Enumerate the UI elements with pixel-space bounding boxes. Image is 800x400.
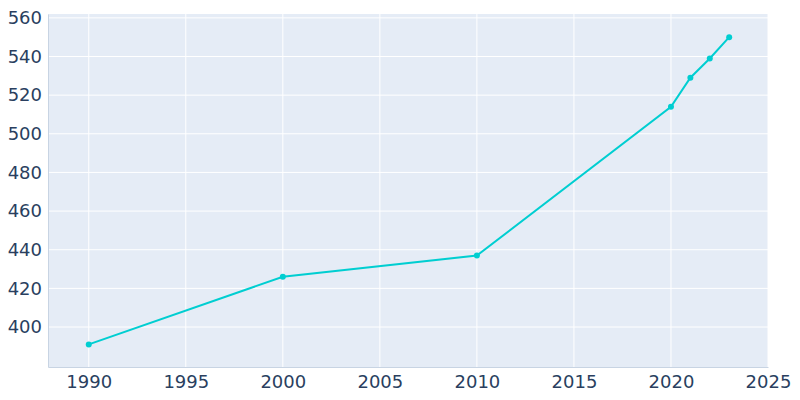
axis-line [48, 15, 49, 368]
y-grid-line [48, 249, 768, 250]
tick-label: 440 [8, 239, 42, 260]
x-grid-line [379, 14, 380, 367]
tick-label: 2005 [357, 371, 403, 392]
tick: 440 [8, 239, 48, 260]
tick-label: 2000 [260, 371, 306, 392]
marker [707, 55, 713, 61]
tick-label: 480 [8, 162, 42, 183]
marker [668, 104, 674, 110]
y-axis: 400 420 440 460 480 500 520 540 560 [8, 7, 49, 367]
y-grid-line [48, 95, 768, 96]
marker [86, 341, 92, 347]
x-grid-line [185, 14, 186, 367]
tick: 520 [8, 84, 48, 105]
tick-label: 520 [8, 84, 42, 105]
x-grid-line [88, 14, 89, 367]
tick: 560 [8, 7, 48, 28]
marker [726, 34, 732, 40]
tick: 460 [8, 200, 48, 221]
y-grid-line [48, 172, 768, 173]
x-grid-line [282, 14, 283, 367]
marker [687, 75, 693, 81]
tick-label: 460 [8, 200, 42, 221]
tick: 2015 [552, 367, 598, 392]
x-grid-line [476, 14, 477, 367]
tick: 2025 [746, 367, 792, 392]
axis-line [49, 367, 769, 368]
tick-label: 500 [8, 123, 42, 144]
plot-background [48, 14, 768, 367]
series [86, 34, 732, 347]
plot: 1990 1995 2000 2005 2010 2015 2020 2025 400 420 44… [8, 7, 792, 392]
tick: 1990 [66, 367, 112, 392]
tick: 2000 [260, 367, 306, 392]
tick-label: 2025 [746, 371, 792, 392]
x-axis: 1990 1995 2000 2005 2010 2015 2020 2025 [49, 367, 792, 392]
tick: 500 [8, 123, 48, 144]
y-grid-line [48, 288, 768, 289]
tick-label: 2010 [454, 371, 500, 392]
tick: 420 [8, 278, 48, 299]
y-grid-line [48, 327, 768, 328]
tick-label: 1995 [163, 371, 209, 392]
tick-label: 2015 [552, 371, 598, 392]
tick: 2020 [649, 367, 695, 392]
tick-label: 400 [8, 316, 42, 337]
tick-label: 540 [8, 46, 42, 67]
y-grid-line [48, 133, 768, 134]
tick: 480 [8, 162, 48, 183]
tick: 2010 [454, 367, 500, 392]
marker [474, 253, 480, 259]
tick: 540 [8, 46, 48, 67]
tick: 400 [8, 316, 48, 337]
marker [280, 274, 286, 280]
tick-label: 2020 [649, 371, 695, 392]
y-grid-line [48, 211, 768, 212]
x-grid-line [768, 14, 769, 367]
tick: 2005 [357, 367, 403, 392]
x-grid-line [573, 14, 574, 367]
x-grid-line [670, 14, 671, 367]
tick-label: 1990 [66, 371, 112, 392]
grid [48, 14, 768, 367]
y-grid-line [48, 17, 768, 18]
line [89, 37, 729, 344]
tick: 1995 [163, 367, 209, 392]
chart: 1990 1995 2000 2005 2010 2015 2020 2025 400 420 44… [0, 0, 800, 400]
y-grid-line [48, 56, 768, 57]
tick-label: 420 [8, 278, 42, 299]
tick-label: 560 [8, 7, 42, 28]
